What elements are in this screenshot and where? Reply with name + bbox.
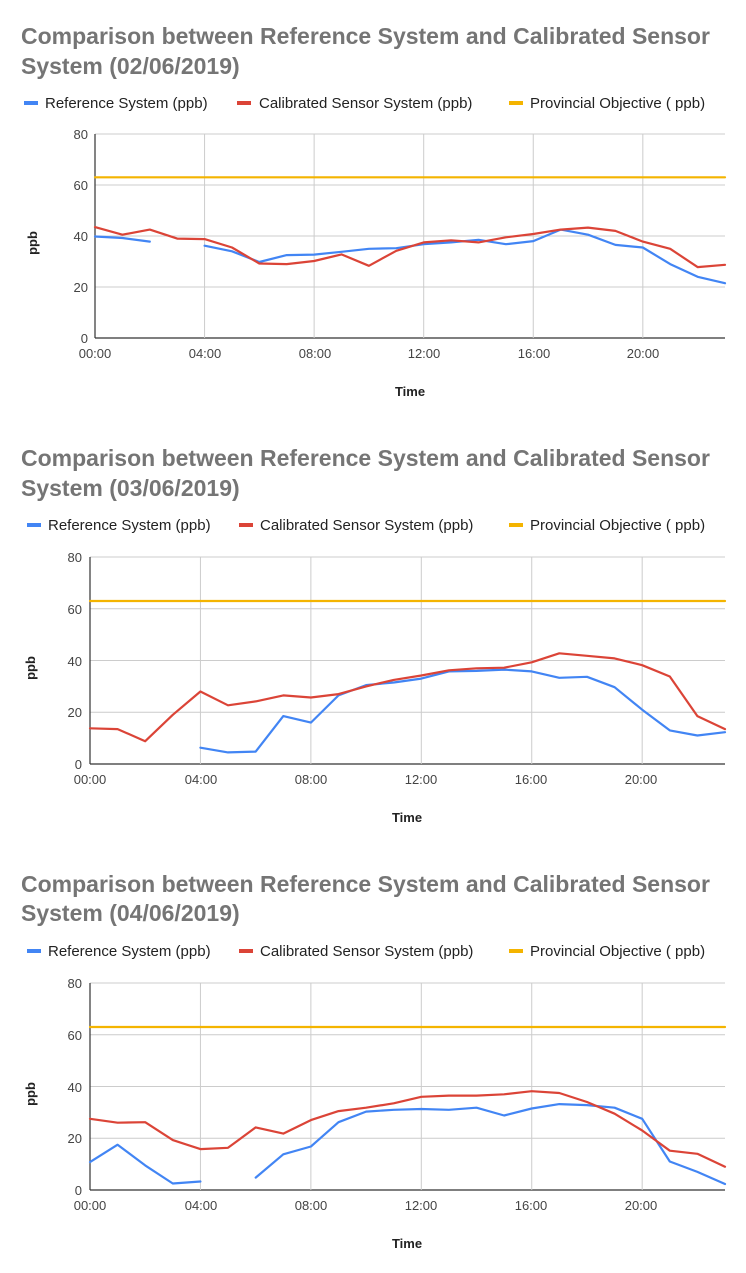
x-tick-label: 12:00 [405, 1198, 438, 1213]
y-tick-label: 0 [81, 331, 88, 346]
calibrated-sensor-line [93, 226, 727, 269]
legend-label-objective: Provincial Objective ( ppb) [530, 943, 705, 960]
y-tick-label: 20 [74, 280, 88, 295]
chart-1: Comparison between Reference System and … [21, 23, 727, 399]
chart-2-series [88, 599, 727, 754]
legend-label-calibrated: Calibrated Sensor System (ppb) [260, 517, 473, 534]
x-tick-label: 08:00 [299, 346, 332, 361]
legend-label-reference: Reference System (ppb) [48, 943, 211, 960]
legend-label-objective: Provincial Objective ( ppb) [530, 95, 705, 112]
x-tick-label: 20:00 [625, 1198, 658, 1213]
y-tick-label: 80 [68, 976, 82, 991]
chart-2-legend: Reference System (ppb) Calibrated Sensor… [27, 517, 705, 534]
y-tick-label: 40 [68, 1080, 82, 1095]
y-tick-label: 60 [68, 1028, 82, 1043]
chart-3-title-line-2: System (04/06/2019) [21, 900, 240, 926]
chart-3-series [88, 1025, 727, 1186]
chart-1-x-axis-title: Time [395, 384, 425, 399]
x-tick-label: 04:00 [185, 772, 218, 787]
x-tick-label: 04:00 [189, 346, 222, 361]
y-tick-label: 40 [68, 654, 82, 669]
reference-system-line [203, 228, 727, 285]
legend-label-objective: Provincial Objective ( ppb) [530, 517, 705, 534]
chart-2: Comparison between Reference System and … [21, 445, 727, 825]
chart-1-x-ticks: 00:00 04:00 08:00 12:00 16:00 20:00 [79, 346, 660, 361]
chart-2-y-ticks: 0 20 40 60 80 [68, 550, 82, 772]
reference-system-line [199, 668, 727, 754]
y-tick-label: 0 [75, 757, 82, 772]
reference-system-line [254, 1102, 727, 1186]
chart-3-x-ticks: 00:00 04:00 08:00 12:00 16:00 20:00 [74, 1198, 658, 1213]
x-tick-label: 00:00 [79, 346, 112, 361]
y-tick-label: 0 [75, 1183, 82, 1198]
chart-2-x-axis-title: Time [392, 810, 422, 825]
calibrated-sensor-line [88, 1090, 727, 1168]
chart-2-grid [89, 556, 725, 765]
y-tick-label: 80 [74, 127, 88, 142]
legend-label-reference: Reference System (ppb) [45, 95, 208, 112]
y-tick-label: 20 [68, 705, 82, 720]
reference-system-line [93, 235, 151, 243]
y-tick-label: 60 [68, 602, 82, 617]
x-tick-label: 08:00 [295, 772, 328, 787]
y-tick-label: 40 [74, 229, 88, 244]
x-tick-label: 00:00 [74, 772, 107, 787]
reference-system-line [88, 1143, 202, 1185]
chart-1-grid [94, 133, 725, 339]
chart-2-y-axis-title: ppb [23, 656, 38, 680]
calibrated-sensor-line [88, 652, 727, 743]
chart-3-legend: Reference System (ppb) Calibrated Sensor… [27, 943, 705, 960]
chart-3-x-axis-title: Time [392, 1236, 422, 1251]
y-tick-label: 20 [68, 1131, 82, 1146]
chart-1-y-ticks: 0 20 40 60 80 [74, 127, 88, 346]
y-tick-label: 60 [74, 178, 88, 193]
chart-1-legend: Reference System (ppb) Calibrated Sensor… [24, 95, 705, 112]
chart-1-series [93, 176, 727, 285]
x-tick-label: 20:00 [627, 346, 660, 361]
chart-1-title-line-2: System (02/06/2019) [21, 53, 240, 79]
chart-2-title-line-2: System (03/06/2019) [21, 475, 240, 501]
x-tick-label: 16:00 [515, 772, 548, 787]
x-tick-label: 20:00 [625, 772, 658, 787]
chart-2-x-ticks: 00:00 04:00 08:00 12:00 16:00 20:00 [74, 772, 658, 787]
chart-3: Comparison between Reference System and … [21, 871, 727, 1251]
x-tick-label: 08:00 [295, 1198, 328, 1213]
x-tick-label: 12:00 [405, 772, 438, 787]
x-tick-label: 16:00 [518, 346, 551, 361]
legend-label-calibrated: Calibrated Sensor System (ppb) [260, 943, 473, 960]
x-tick-label: 00:00 [74, 1198, 107, 1213]
y-tick-label: 80 [68, 550, 82, 565]
x-tick-label: 12:00 [408, 346, 441, 361]
chart-2-title-line-1: Comparison between Reference System and … [21, 445, 710, 471]
legend-label-calibrated: Calibrated Sensor System (ppb) [259, 95, 472, 112]
chart-1-y-axis-title: ppb [25, 231, 40, 255]
x-tick-label: 16:00 [515, 1198, 548, 1213]
chart-1-title-line-1: Comparison between Reference System and … [21, 23, 710, 49]
x-tick-label: 04:00 [185, 1198, 218, 1213]
chart-3-grid [89, 982, 725, 1191]
legend-label-reference: Reference System (ppb) [48, 517, 211, 534]
chart-3-y-axis-title: ppb [23, 1082, 38, 1106]
chart-3-y-ticks: 0 20 40 60 80 [68, 976, 82, 1198]
chart-3-title-line-1: Comparison between Reference System and … [21, 871, 710, 897]
